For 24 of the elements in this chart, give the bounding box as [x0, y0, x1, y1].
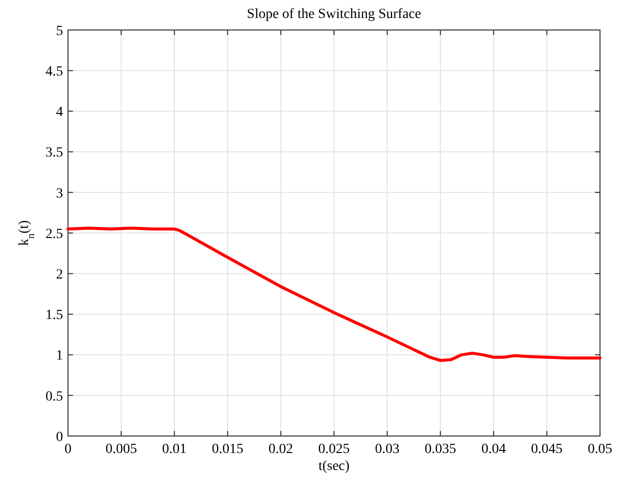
y-tick-label: 4.5: [46, 64, 63, 80]
y-tick-label: 0.5: [46, 389, 63, 404]
x-tick-label: 0.01: [162, 442, 187, 457]
x-tick-label: 0.03: [374, 442, 400, 457]
y-tick-label: 1: [56, 348, 63, 364]
x-axis-title: t(sec): [318, 459, 350, 474]
y-tick-label: 2.5: [46, 226, 63, 242]
line-series: [66, 226, 602, 362]
x-tick-label: 0.045: [531, 442, 563, 457]
x-tick-label: 0.05: [588, 442, 612, 457]
y-tick-label: 4: [56, 105, 63, 120]
y-tick-label: 2: [56, 268, 63, 282]
y-tick-label: 1.5: [46, 308, 63, 324]
x-tick-label: 0.04: [481, 442, 506, 457]
y-tick-label: 3: [56, 186, 63, 202]
y-tick-label: 0: [56, 430, 63, 445]
y-tick-label: 5: [56, 24, 63, 39]
y-tick-label: 3.5: [46, 146, 63, 161]
chart-title: Slope of the Switching Surface: [246, 7, 422, 22]
x-tick-label: 0.035: [424, 442, 456, 457]
x-tick-label: 0.02: [268, 442, 294, 457]
x-tick-label: 0.005: [105, 442, 137, 457]
x-tick-label: 0.015: [212, 442, 244, 457]
x-tick-label: 0.025: [318, 442, 350, 457]
